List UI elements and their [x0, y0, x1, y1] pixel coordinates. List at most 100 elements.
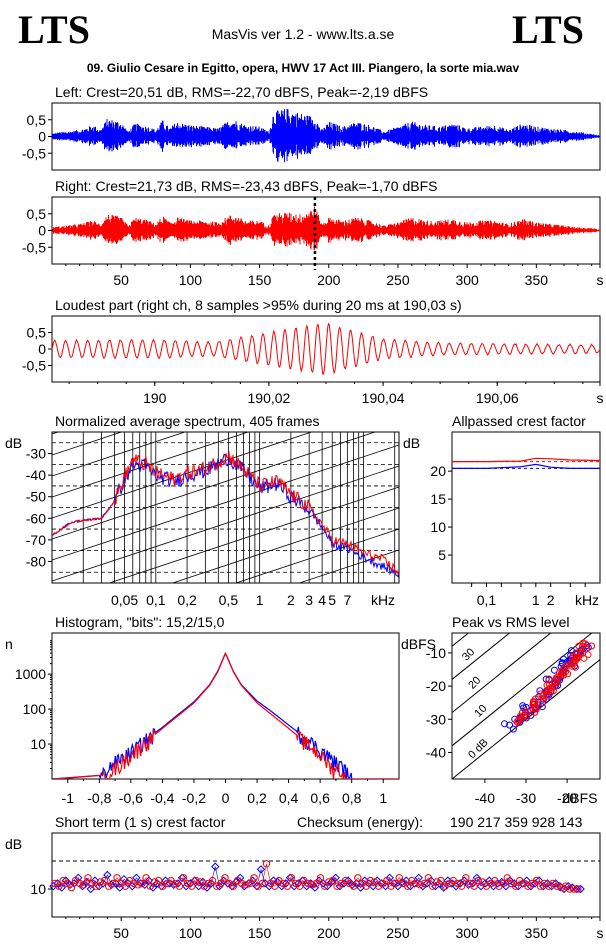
line-right	[54, 863, 578, 890]
point-right	[67, 883, 76, 892]
point-right	[539, 695, 547, 703]
point-left	[57, 883, 66, 892]
point-right	[304, 879, 312, 888]
point-left	[464, 880, 473, 890]
point-left	[410, 879, 419, 888]
x-tick-label: 0,1	[146, 592, 166, 608]
x-tick-label: 0,2	[247, 790, 267, 806]
grid-diagonal	[52, 432, 250, 498]
point-right	[412, 879, 420, 888]
x-tick-label: 350	[525, 925, 549, 941]
allpassed-left	[452, 463, 600, 469]
logo-right: LTS	[512, 7, 584, 52]
shortcrest-frame	[51, 832, 601, 918]
x-tick-label: 200	[317, 925, 341, 941]
grid-diagonal	[52, 432, 123, 456]
point-right	[179, 874, 188, 882]
x-tick-label: 200	[317, 272, 341, 288]
right-waveform-signal	[52, 206, 600, 251]
x-tick-label: -40	[475, 790, 495, 806]
x-tick-label: -20	[557, 790, 577, 806]
point-right	[565, 885, 574, 893]
point-left	[505, 876, 515, 885]
y-tick-label: 0,5	[27, 206, 47, 222]
x-tick-label: s	[597, 925, 604, 941]
point-right	[262, 860, 271, 868]
panel-title: Left: Crest=20,51 dB, RMS=-22,70 dBFS, P…	[55, 84, 428, 100]
point-right	[428, 882, 437, 890]
x-axis-label: dBFS	[562, 790, 597, 806]
x-tick-label: 0,6	[310, 790, 330, 806]
y-tick-label: 1000	[15, 666, 46, 682]
point-right	[588, 642, 596, 650]
point-right	[296, 882, 304, 890]
x-tick-label: -0,8	[87, 790, 111, 806]
point-right	[312, 879, 320, 888]
x-tick-label: 1	[532, 592, 540, 608]
x-tick-label: 50	[113, 272, 129, 288]
x-tick-label: kHz	[371, 592, 395, 608]
x-tick-label: 350	[525, 272, 549, 288]
point-right	[403, 882, 412, 890]
histogram-series	[52, 651, 399, 779]
x-tick-label: s	[597, 390, 604, 406]
crest-line	[452, 633, 593, 747]
point-left	[472, 873, 482, 883]
y-tick-label: 0	[38, 223, 46, 239]
y-tick-label: -10	[426, 645, 446, 661]
grid-diagonal	[52, 465, 399, 582]
point-right	[560, 671, 568, 679]
point-right	[175, 882, 184, 890]
point-right	[196, 878, 204, 886]
logo-left: LTS	[18, 7, 90, 52]
point-right	[524, 708, 532, 716]
point-right	[570, 885, 578, 893]
x-tick-label: -0,4	[150, 790, 174, 806]
point-right	[420, 879, 428, 888]
point-left	[343, 876, 353, 885]
point-right	[532, 876, 540, 885]
point-right	[246, 879, 254, 888]
grid-diagonal	[52, 432, 187, 477]
x-tick-label: -0,6	[119, 790, 143, 806]
x-tick-label: 50	[113, 925, 129, 941]
x-tick-label: 190,04	[362, 390, 405, 406]
point-right	[55, 882, 63, 890]
checksum-value: 190 217 359 928 143	[450, 814, 583, 830]
x-tick-label: 150	[248, 272, 272, 288]
point-left	[148, 883, 158, 892]
point-left	[509, 725, 517, 733]
point-right	[92, 882, 101, 890]
panel-title: Loudest part (right ch, 8 samples >95% d…	[55, 297, 462, 313]
y-tick-label: 100	[23, 701, 47, 717]
point-right	[515, 716, 522, 724]
point-right	[362, 882, 370, 890]
point-right	[100, 876, 109, 885]
loudest-signal	[51, 322, 600, 375]
point-right	[150, 878, 159, 886]
grid-diagonal	[52, 277, 399, 392]
x-tick-label: 250	[386, 925, 410, 941]
grid-diagonal	[52, 432, 377, 540]
y-tick-label: -20	[426, 678, 446, 694]
x-tick-label: 3	[305, 592, 313, 608]
point-left	[223, 879, 232, 888]
point-right	[258, 879, 266, 888]
panel-title: Allpassed crest factor	[452, 413, 586, 429]
point-right	[283, 882, 291, 890]
point-left	[327, 877, 336, 887]
spectrum-right	[52, 451, 399, 576]
x-tick-label: 250	[386, 272, 410, 288]
grid-diagonal	[52, 151, 399, 266]
point-left	[144, 876, 154, 885]
point-right	[370, 878, 379, 886]
x-tick-label: 0,2	[177, 592, 197, 608]
point-right	[503, 874, 511, 882]
point-right	[511, 882, 520, 890]
y-tick-label: 10	[430, 519, 446, 535]
point-right	[138, 879, 146, 888]
checksum-label: Checksum (energy):	[297, 814, 423, 830]
point-right	[478, 878, 487, 886]
y-tick-label: -80	[26, 553, 46, 569]
x-tick-label: 190	[143, 390, 167, 406]
